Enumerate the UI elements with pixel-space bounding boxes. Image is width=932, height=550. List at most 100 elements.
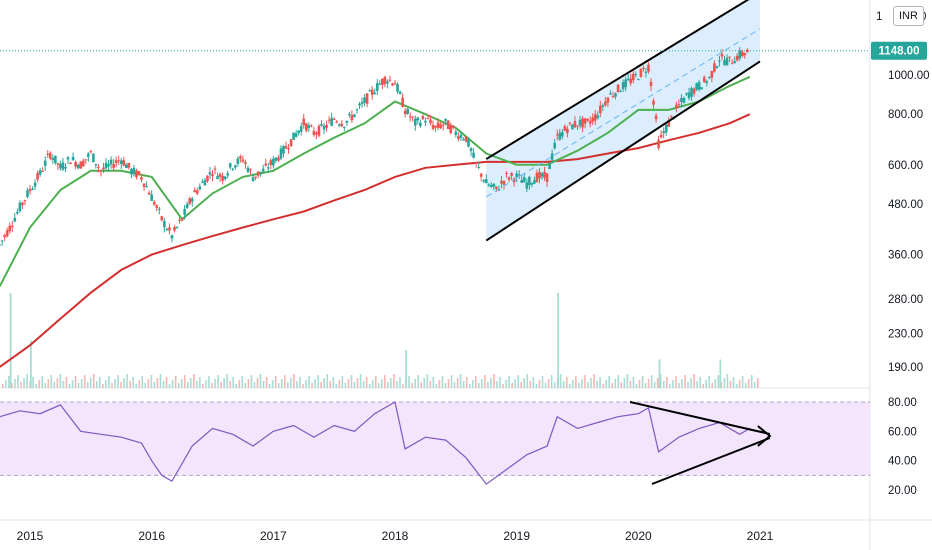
- volume-bar: [114, 379, 116, 388]
- volume-bar: [611, 383, 614, 388]
- candle-body: [505, 173, 508, 175]
- candle-body: [528, 176, 531, 186]
- candle-body: [269, 160, 273, 165]
- candle-body: [188, 198, 191, 204]
- ma-short-line: [0, 75, 751, 288]
- candle-body: [325, 124, 328, 128]
- volume-bar: [108, 376, 110, 388]
- candle-body: [626, 78, 630, 81]
- volume-bar: [387, 382, 389, 388]
- candle-body: [652, 100, 655, 105]
- candle-body: [616, 84, 620, 92]
- volume-bar: [214, 379, 216, 388]
- volume-bar: [271, 380, 274, 388]
- volume-bar: [299, 377, 301, 388]
- volume-bar: [681, 379, 683, 388]
- volume-bar: [180, 379, 183, 388]
- volume-bar: [459, 374, 462, 388]
- candle-body: [530, 183, 534, 185]
- volume-bar: [699, 377, 701, 388]
- candle-body: [254, 176, 257, 178]
- candle-body: [492, 183, 496, 187]
- volume-bar: [496, 381, 498, 388]
- volume-bar: [208, 376, 210, 388]
- candle-body: [720, 53, 724, 57]
- candle-body: [266, 167, 270, 169]
- currency-badge[interactable]: INR: [893, 6, 924, 26]
- volume-bar: [717, 375, 720, 388]
- volume-bar: [596, 381, 598, 388]
- volume-bar: [95, 381, 98, 388]
- volume-bar: [235, 384, 238, 388]
- volume-bar: [693, 374, 695, 388]
- volume-bar: [593, 374, 595, 388]
- volume-bar: [150, 375, 153, 388]
- candle-body: [228, 163, 232, 168]
- volume-bar: [426, 374, 429, 388]
- volume-bar: [626, 374, 629, 388]
- candle-body: [601, 105, 605, 107]
- candle-body: [621, 82, 625, 90]
- candle-body: [173, 226, 176, 231]
- candle-body: [104, 162, 108, 169]
- candle-body: [51, 158, 55, 160]
- volume-bar: [2, 384, 4, 388]
- candle-body: [99, 170, 103, 172]
- candle-body: [548, 163, 551, 169]
- candle-body: [669, 115, 673, 117]
- time-tick-label-1: 2016: [138, 529, 165, 543]
- candle-body: [302, 118, 306, 126]
- candle-body: [208, 172, 212, 175]
- candle-body: [312, 130, 316, 135]
- volume-bar: [189, 378, 192, 388]
- volume-bar: [508, 376, 510, 388]
- volume-bar: [135, 384, 138, 388]
- candle-body: [33, 182, 37, 187]
- candle-body: [365, 93, 369, 104]
- channel-mid-line: [485, 28, 761, 198]
- volume-bar: [384, 375, 386, 388]
- volume-bar: [656, 378, 659, 388]
- volume-bar: [590, 378, 592, 388]
- candle-body: [165, 229, 169, 231]
- candle-body: [239, 156, 242, 159]
- price-tick-label-3: 360.00: [888, 250, 923, 262]
- candle-body: [345, 120, 349, 123]
- candle-body: [251, 177, 255, 182]
- candle-body: [738, 50, 742, 59]
- candle-body: [43, 160, 47, 166]
- volume-bar: [290, 378, 292, 388]
- volume-bar: [341, 376, 344, 388]
- candle-body: [256, 171, 260, 176]
- candle-body: [102, 167, 105, 170]
- volume-bar: [562, 381, 565, 388]
- candle-body: [343, 126, 346, 128]
- candle-body: [76, 164, 80, 169]
- volume-bar: [17, 375, 19, 388]
- volume-bar: [59, 374, 62, 388]
- candle-body: [84, 159, 88, 161]
- volume-bar: [544, 383, 547, 388]
- volume-bar: [432, 377, 435, 388]
- candle-body: [555, 134, 559, 136]
- volume-bar: [553, 382, 556, 388]
- volume-bar: [83, 375, 86, 388]
- candle-body: [441, 124, 445, 126]
- volume-bar: [165, 377, 168, 388]
- candle-body: [424, 120, 427, 123]
- volume-bar: [356, 378, 359, 388]
- candle-body: [277, 157, 280, 161]
- candle-body: [631, 73, 635, 81]
- candle-body: [457, 136, 460, 139]
- volume-bar: [550, 375, 553, 388]
- candle-body: [322, 125, 326, 130]
- candle-body: [363, 97, 366, 103]
- candle-body: [375, 83, 379, 91]
- volume-spike-2: [405, 350, 407, 388]
- volume-bar: [8, 376, 10, 388]
- volume-bar: [20, 382, 22, 388]
- volume-bar: [393, 374, 395, 388]
- candle-body: [462, 139, 465, 141]
- candle-body: [279, 148, 283, 159]
